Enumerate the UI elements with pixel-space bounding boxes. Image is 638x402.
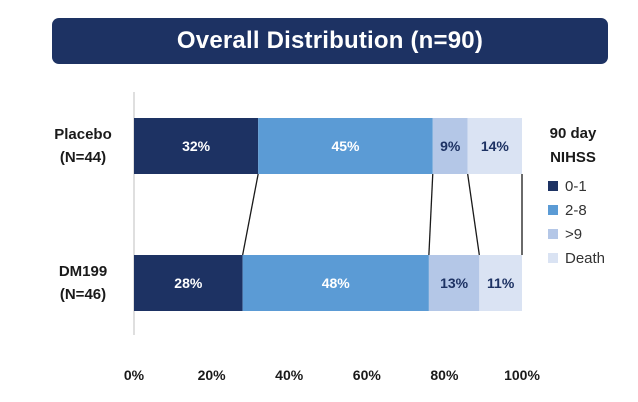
x-tick-label: 20% bbox=[198, 367, 227, 383]
legend-swatch bbox=[548, 229, 558, 239]
bar-segment bbox=[467, 118, 522, 174]
chart-title-banner: Overall Distribution (n=90) bbox=[52, 18, 608, 64]
bar-segment bbox=[258, 118, 433, 174]
data-label: 48% bbox=[322, 275, 351, 291]
data-label: 45% bbox=[331, 138, 360, 154]
connector-line bbox=[428, 173, 434, 256]
x-tick-label: 40% bbox=[275, 367, 304, 383]
x-tick-label: 60% bbox=[353, 367, 382, 383]
category-label: DM199 bbox=[59, 263, 107, 280]
legend-title: 90 day bbox=[550, 125, 597, 142]
bar-segment bbox=[242, 255, 429, 311]
data-label: 28% bbox=[174, 275, 203, 291]
bar-segment bbox=[134, 255, 243, 311]
legend-swatch bbox=[548, 181, 558, 191]
legend-label: >9 bbox=[565, 226, 582, 243]
connector-line bbox=[467, 173, 480, 256]
data-label: 11% bbox=[487, 275, 515, 291]
chart-title: Overall Distribution (n=90) bbox=[176, 27, 484, 54]
legend-title: NIHSS bbox=[550, 149, 596, 166]
connector-line bbox=[242, 173, 259, 256]
x-tick-label: 80% bbox=[430, 367, 459, 383]
category-label: (N=44) bbox=[60, 149, 106, 166]
bar-segment bbox=[432, 118, 468, 174]
category-label: (N=46) bbox=[60, 286, 106, 303]
bar-segment bbox=[479, 255, 522, 311]
legend-swatch bbox=[548, 253, 558, 263]
data-label: 32% bbox=[182, 138, 211, 154]
x-tick-label: 100% bbox=[504, 367, 540, 383]
x-tick-label: 0% bbox=[124, 367, 145, 383]
bar-segment bbox=[428, 255, 480, 311]
data-label: 13% bbox=[440, 275, 469, 291]
legend-label: 2-8 bbox=[565, 202, 587, 219]
legend-label: Death bbox=[565, 250, 605, 267]
bar-segment bbox=[134, 118, 259, 174]
legend-label: 0-1 bbox=[565, 178, 587, 195]
legend-swatch bbox=[548, 205, 558, 215]
data-label: 9% bbox=[440, 138, 461, 154]
data-label: 14% bbox=[481, 138, 510, 154]
category-label: Placebo bbox=[54, 126, 112, 143]
